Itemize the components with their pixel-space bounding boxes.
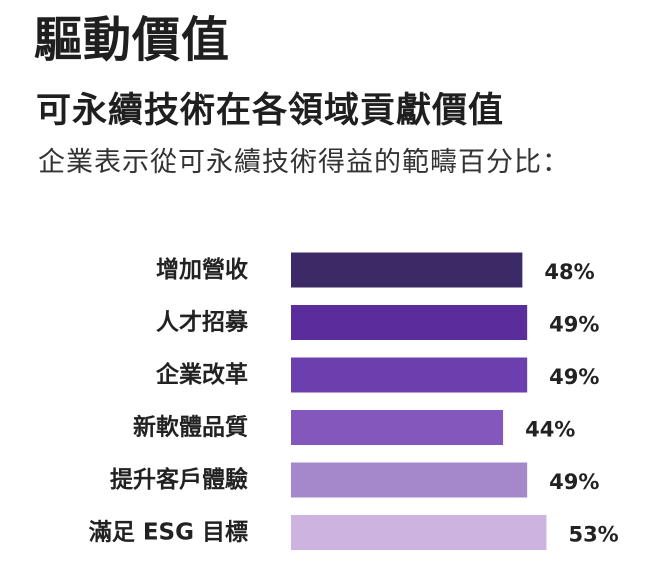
category-label: 新軟體品質 <box>133 414 248 441</box>
bar <box>291 462 528 498</box>
value-label: 44% <box>525 418 575 442</box>
chart-subtitle: 可永續技術在各領域貢獻價值 <box>36 91 505 131</box>
page-title: 驅動價值 <box>34 12 231 68</box>
chart-caption: 企業表示從可永續技術得益的範疇百分比： <box>38 147 570 178</box>
bar <box>291 515 547 550</box>
value-label: 49% <box>549 365 599 389</box>
category-label: 滿足 ESG 目標 <box>89 520 248 546</box>
category-label: 提升客戶體驗 <box>110 466 248 493</box>
value-label: 53% <box>568 523 618 547</box>
value-label: 49% <box>549 470 599 494</box>
bar <box>291 305 528 340</box>
bar <box>291 410 504 445</box>
bar <box>291 357 528 393</box>
value-label: 48% <box>544 260 594 284</box>
category-label: 人才招募 <box>156 309 249 336</box>
value-label: 49% <box>549 313 599 337</box>
bar <box>291 252 523 288</box>
category-label: 增加營收 <box>156 256 248 283</box>
category-label: 企業改革 <box>155 361 248 388</box>
